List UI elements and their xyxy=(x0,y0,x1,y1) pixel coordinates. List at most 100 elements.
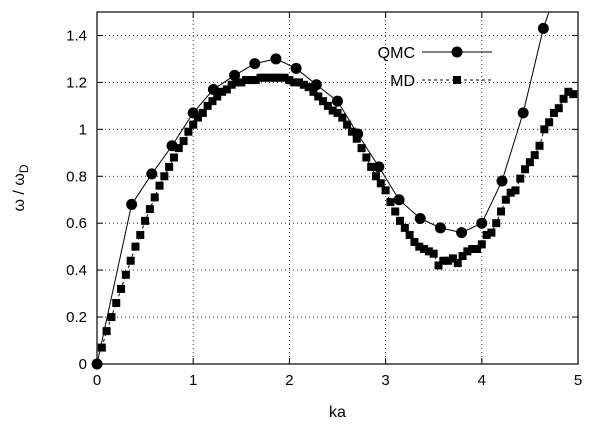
data-point-md xyxy=(554,104,563,113)
data-point-md xyxy=(472,245,481,254)
data-point-md xyxy=(169,153,178,162)
data-point-md xyxy=(251,76,260,85)
data-point-md xyxy=(429,249,438,258)
data-point-md xyxy=(396,216,405,225)
data-point-md xyxy=(362,153,371,162)
data-point-qmc xyxy=(547,0,558,6)
data-point-md xyxy=(280,73,289,82)
data-point-qmc xyxy=(434,222,446,234)
data-point-qmc xyxy=(496,175,508,187)
data-point-md xyxy=(242,76,251,85)
data-point-md xyxy=(189,120,198,129)
data-point-qmc xyxy=(290,62,302,74)
data-point-md xyxy=(194,113,203,122)
data-point-md xyxy=(420,245,429,254)
axis-ticks xyxy=(96,12,579,365)
data-point-md xyxy=(136,230,145,239)
legend-label-md: MD xyxy=(390,73,415,90)
data-point-md xyxy=(424,247,433,256)
x-tick-labels: 0 1 2 3 4 5 xyxy=(93,372,582,389)
data-point-md xyxy=(314,92,323,101)
data-point-md xyxy=(117,284,126,293)
data-point-md xyxy=(439,256,448,265)
data-point-md xyxy=(160,172,169,181)
x-tick-label: 5 xyxy=(574,372,582,389)
data-point-md xyxy=(545,118,554,127)
data-point-md xyxy=(391,207,400,216)
data-point-md xyxy=(516,174,525,183)
data-point-md xyxy=(309,87,318,96)
y-tick-label: 1 xyxy=(79,121,87,138)
data-point-md xyxy=(448,254,457,263)
data-point-md xyxy=(218,87,227,96)
data-point-md xyxy=(295,78,304,87)
data-point-md xyxy=(482,230,491,239)
data-point-md xyxy=(270,73,279,82)
legend-marker-md xyxy=(453,76,461,84)
data-point-md xyxy=(540,125,549,134)
data-point-md xyxy=(112,298,121,307)
series-layer xyxy=(91,0,578,370)
data-point-qmc xyxy=(310,79,322,91)
data-point-md xyxy=(506,188,515,197)
data-point-md xyxy=(347,127,356,136)
x-tick-label: 2 xyxy=(285,372,293,389)
data-point-md xyxy=(150,193,159,202)
data-point-qmc xyxy=(517,107,529,119)
data-point-md xyxy=(405,230,414,239)
series-line-qmc xyxy=(96,12,550,365)
data-point-md xyxy=(444,256,453,265)
x-tick-label: 0 xyxy=(93,372,101,389)
y-axis-label: ω / ωD xyxy=(11,164,31,211)
data-point-md xyxy=(352,134,361,143)
y-tick-label: 1.4 xyxy=(66,27,87,44)
data-point-md xyxy=(290,78,299,87)
y-tick-label: 0.4 xyxy=(66,262,87,279)
data-point-md xyxy=(107,313,116,322)
data-point-md xyxy=(511,186,520,195)
data-point-md xyxy=(525,158,534,167)
data-point-md xyxy=(121,270,130,279)
data-point-md xyxy=(371,172,380,181)
data-point-md xyxy=(415,242,424,251)
data-point-md xyxy=(145,205,154,214)
data-point-md xyxy=(535,141,544,150)
data-point-md xyxy=(222,85,231,94)
data-point-md xyxy=(367,162,376,171)
data-point-md xyxy=(97,343,106,352)
data-point-md xyxy=(141,216,150,225)
data-point-md xyxy=(453,259,462,268)
data-point-md xyxy=(328,106,337,115)
data-point-md xyxy=(227,80,236,89)
data-point-md xyxy=(564,87,573,96)
data-point-qmc xyxy=(146,168,158,180)
x-tick-label: 4 xyxy=(478,372,486,389)
data-point-qmc xyxy=(229,69,241,81)
data-point-qmc xyxy=(126,198,138,210)
data-point-md xyxy=(338,113,347,122)
data-point-md xyxy=(400,223,409,232)
data-point-md xyxy=(381,186,390,195)
plot-frame xyxy=(96,11,579,365)
data-point-md xyxy=(266,73,275,82)
y-tick-label: 0 xyxy=(79,356,87,373)
data-point-md xyxy=(434,261,443,270)
data-point-md xyxy=(333,108,342,117)
data-point-md xyxy=(275,73,284,82)
data-point-md xyxy=(165,162,174,171)
y-axis-label-main: ω / ω xyxy=(11,173,28,211)
data-point-qmc xyxy=(270,53,282,65)
data-point-md xyxy=(386,198,395,207)
x-tick-label: 3 xyxy=(381,372,389,389)
data-point-md xyxy=(497,207,506,216)
data-point-md xyxy=(549,108,558,117)
legend: QMC MD xyxy=(378,45,492,90)
y-tick-label: 0.2 xyxy=(66,309,87,326)
data-point-md xyxy=(232,78,241,87)
x-tick-label: 1 xyxy=(189,372,197,389)
data-point-qmc xyxy=(373,161,385,173)
data-point-md xyxy=(530,151,539,160)
grid-lines xyxy=(97,12,578,364)
data-point-qmc xyxy=(332,95,343,107)
y-tick-label: 1.2 xyxy=(66,74,87,91)
